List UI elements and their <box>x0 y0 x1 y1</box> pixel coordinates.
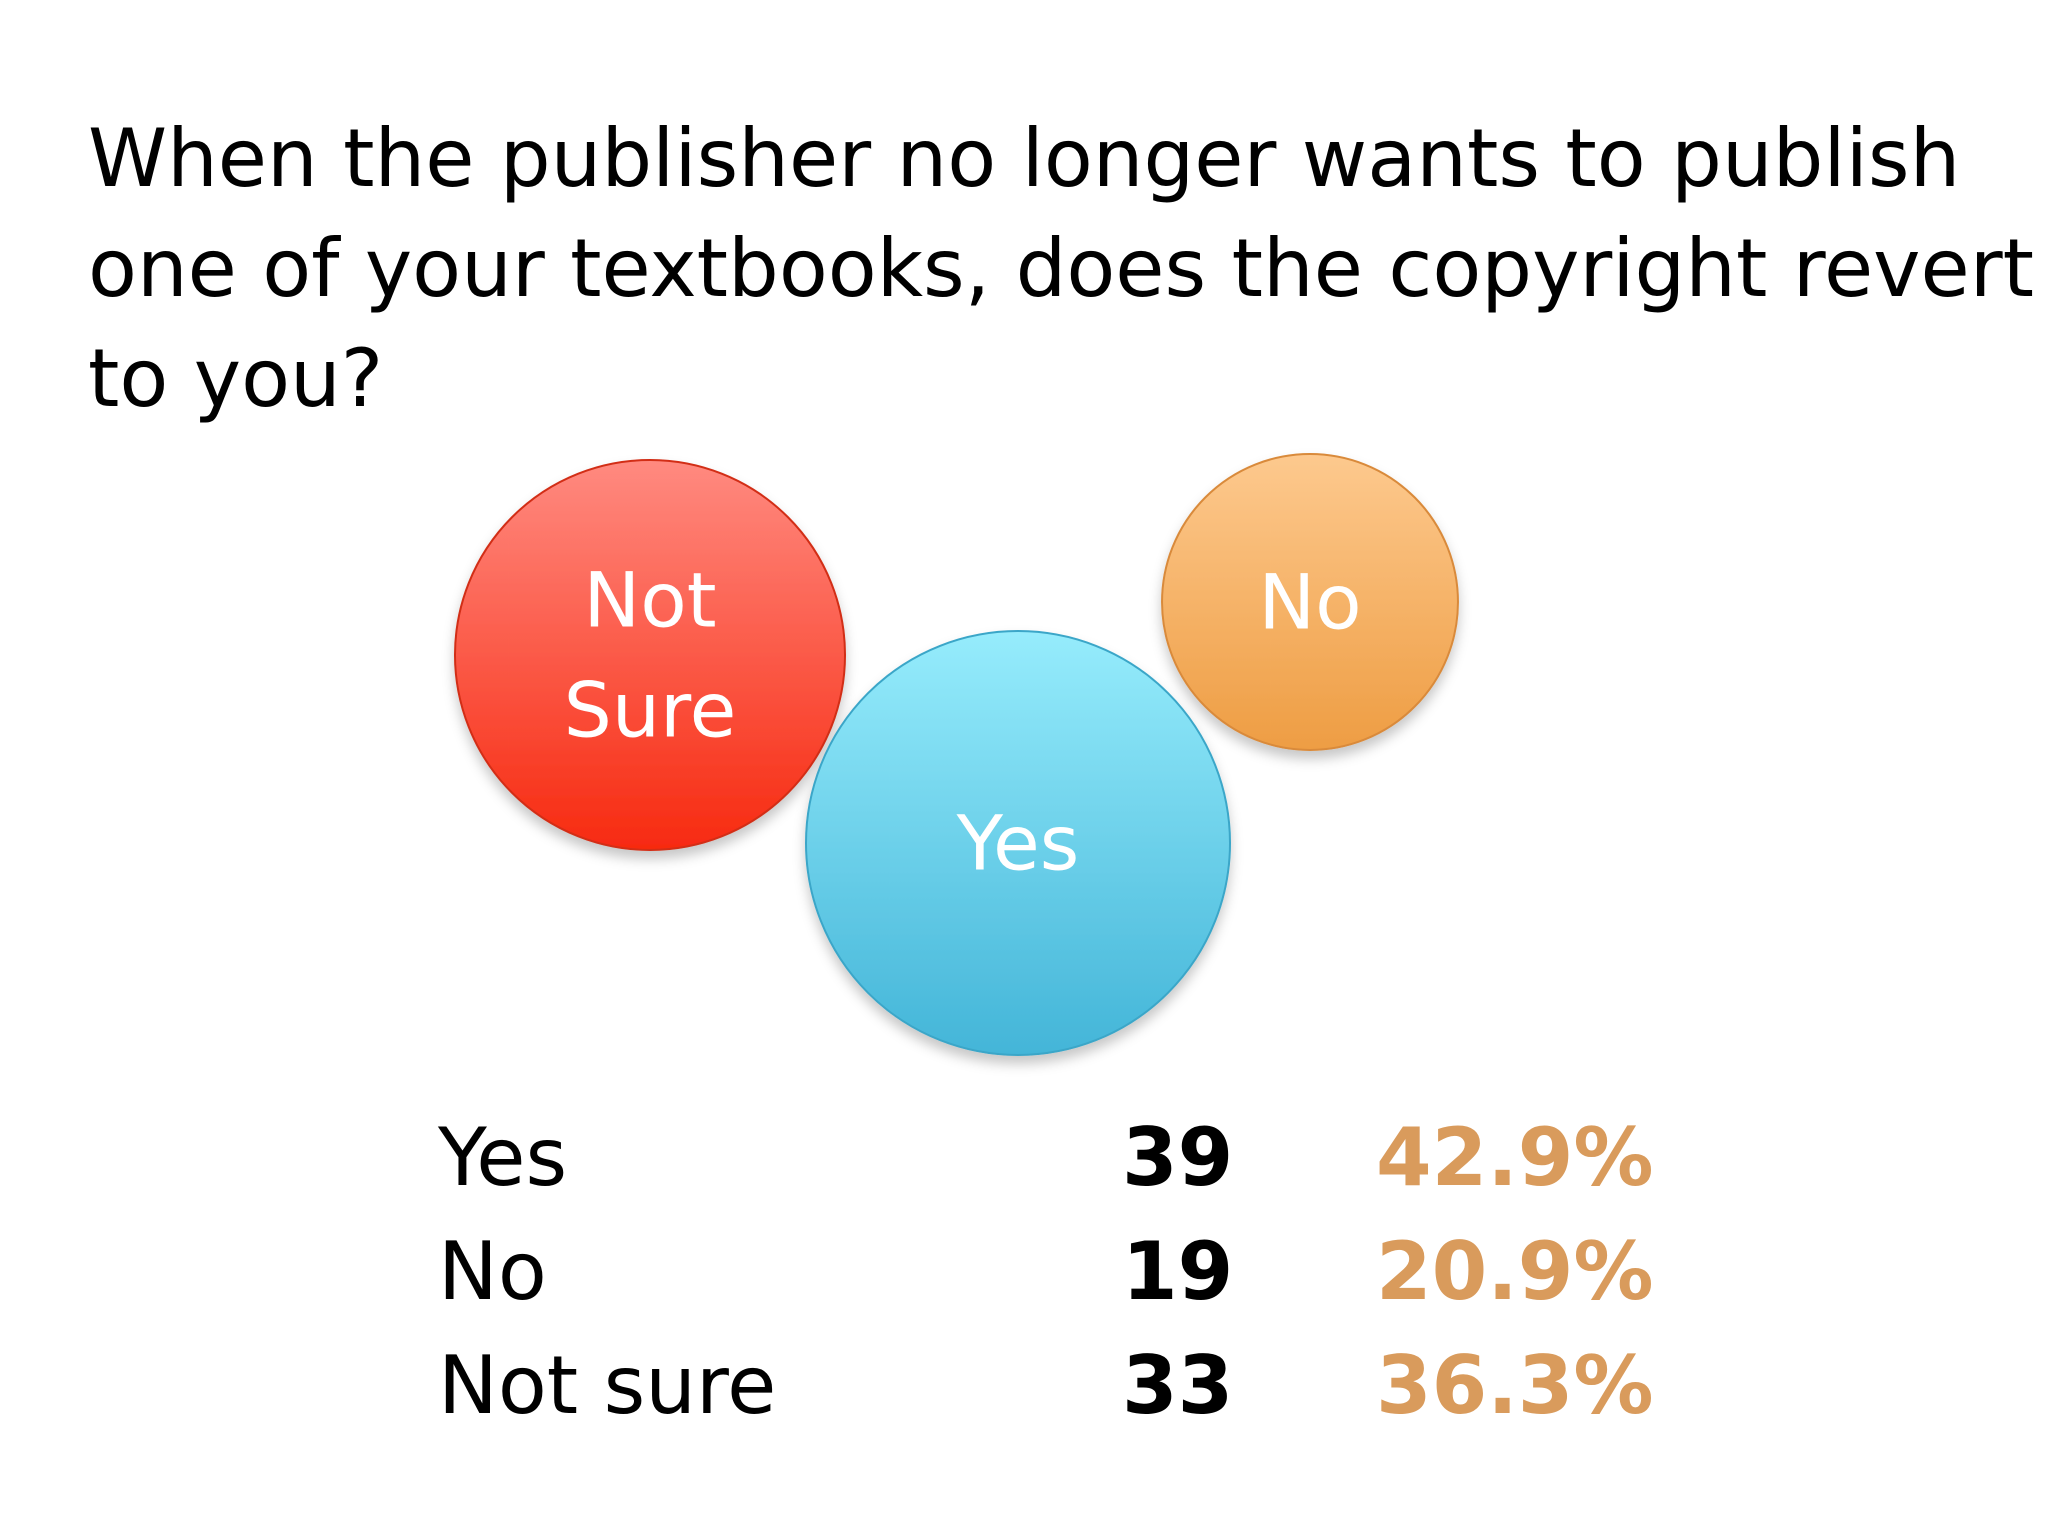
title-line-2: one of your textbooks, does the copyrigh… <box>88 222 2034 315</box>
bubble-not-sure <box>453 458 847 852</box>
bubble-not-sure-label-line: Sure <box>564 666 737 755</box>
row-label-not-sure: Not sure <box>438 1339 777 1432</box>
row-percent-not-sure: 36.3% <box>1376 1339 1654 1432</box>
bubble-not-sure-group: Not Sure <box>453 458 847 852</box>
bubble-no-label-line: No <box>1258 558 1361 647</box>
bubble-no-group: No <box>1161 453 1459 751</box>
bubble-yes-label-line: Yes <box>956 799 1080 888</box>
row-count-not-sure: 33 <box>1122 1339 1234 1432</box>
table-row: No 19 20.9% <box>438 1222 1738 1336</box>
row-percent-yes: 42.9% <box>1376 1111 1654 1204</box>
bubble-not-sure-label: Not Sure <box>564 556 737 755</box>
table-row: Yes 39 42.9% <box>438 1108 1738 1222</box>
slide-title: When the publisher no longer wants to pu… <box>88 104 2034 434</box>
row-percent-no: 20.9% <box>1376 1225 1654 1318</box>
row-count-yes: 39 <box>1122 1111 1234 1204</box>
row-label-no: No <box>438 1225 547 1318</box>
title-line-3: to you? <box>88 332 384 425</box>
table-row: Not sure 33 36.3% <box>438 1336 1738 1450</box>
bubble-no <box>1161 453 1459 751</box>
bubble-yes-group: Yes <box>805 630 1231 1056</box>
bubble-yes-label: Yes <box>956 799 1080 888</box>
row-label-yes: Yes <box>438 1111 568 1204</box>
bubble-not-sure-label-line: Not <box>583 556 716 645</box>
row-count-no: 19 <box>1122 1225 1234 1318</box>
bubble-yes <box>805 630 1231 1056</box>
bubble-no-label: No <box>1258 558 1361 647</box>
title-line-1: When the publisher no longer wants to pu… <box>88 112 1961 205</box>
results-table: Yes 39 42.9% No 19 20.9% Not sure 33 36.… <box>438 1108 1738 1450</box>
